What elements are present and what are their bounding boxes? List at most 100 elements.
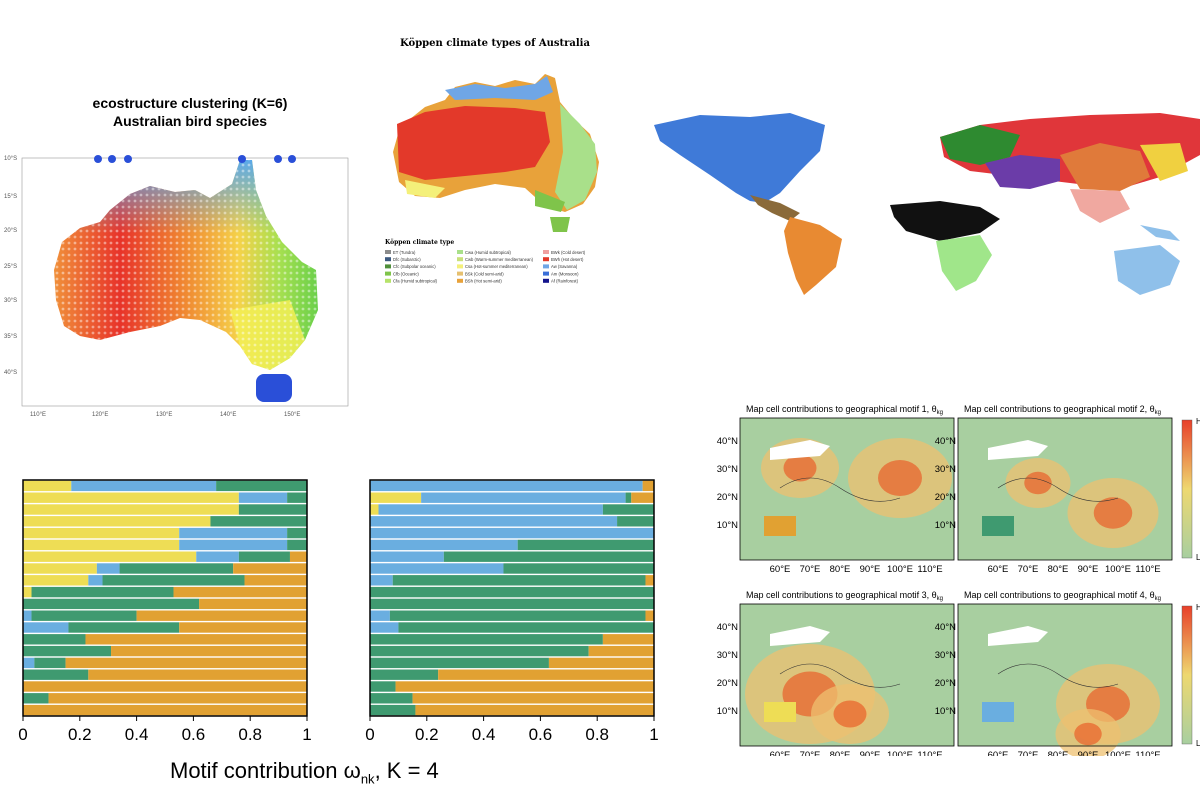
x-tick-label: 0.4 — [125, 725, 149, 744]
lat-tick: 25°S — [4, 264, 17, 270]
lon-tick-label: 70°E — [800, 750, 821, 756]
legend-label: Cfa (Humid subtropical) — [393, 279, 438, 284]
lat-tick: 40°S — [4, 370, 17, 376]
legend-label: BWh (Hot desert) — [551, 257, 584, 262]
bar-segment — [210, 516, 307, 527]
lat-tick-label: 10°N — [935, 520, 956, 531]
bar-segment — [179, 527, 288, 539]
legend-swatch — [385, 264, 391, 269]
bar-segment — [23, 539, 180, 551]
lon-tick-label: 80°E — [1048, 750, 1069, 756]
bar-segment — [370, 693, 413, 704]
lon-tick-label: 60°E — [770, 750, 791, 756]
bar-segment — [370, 492, 422, 503]
x-tick-label: 0.6 — [529, 725, 553, 744]
xlabel-main: Motif contribution ω — [170, 758, 361, 783]
australia-cluster-title: ecostructure clustering (K=6) Australian… — [40, 94, 340, 130]
water-body — [988, 626, 1048, 646]
lat-tick: 10°S — [4, 156, 17, 162]
water-body — [770, 626, 830, 646]
heat-core — [833, 700, 867, 728]
bar-segment — [23, 527, 180, 539]
bar-segment — [216, 480, 307, 492]
legend-swatch — [457, 271, 463, 276]
lat-tick-label: 40°N — [935, 436, 956, 447]
bar-segment — [370, 551, 444, 562]
asia-panel: Map cell contributions to geographical m… — [935, 404, 1200, 575]
lon-tick-label: 60°E — [988, 750, 1009, 756]
legend-swatch — [385, 271, 391, 276]
bar-segment — [395, 681, 654, 692]
lon-tick-label: 70°E — [1018, 750, 1039, 756]
bar-segment — [370, 516, 618, 527]
bar-segment — [23, 657, 35, 669]
bar-segment — [287, 527, 307, 539]
legend-label: Aw (Savanna) — [551, 264, 578, 269]
x-tick-label: 0 — [365, 725, 374, 744]
asia-panel: Map cell contributions to geographical m… — [935, 590, 1200, 756]
lat-ticks: 10°S 15°S 20°S 25°S 30°S 35°S 40°S — [4, 156, 17, 376]
bar-segment — [370, 504, 379, 515]
lon-tick-label: 100°E — [1105, 750, 1131, 756]
border-line — [997, 477, 1119, 502]
bar-segment — [421, 492, 626, 503]
bar-segment — [392, 575, 646, 586]
bar-segment — [238, 504, 307, 515]
lon-tick-label: 110°E — [1135, 564, 1160, 575]
stacked-bar-chart-1: 0 0.2 0.4 0.6 0.8 1 — [18, 479, 312, 744]
legend-swatch — [543, 264, 549, 269]
lon-tick-label: 100°E — [887, 564, 913, 575]
x-tick-label: 1 — [302, 725, 311, 744]
bar-segment — [625, 492, 632, 503]
lat-tick: 15°S — [4, 194, 17, 200]
bar-segment — [412, 693, 654, 704]
lat-tick-label: 30°N — [935, 650, 956, 661]
lat-tick-label: 20°N — [717, 678, 738, 689]
border-line — [779, 663, 901, 688]
bar-segment — [389, 610, 646, 621]
bar-segment — [85, 634, 307, 645]
legend-label: Cfc (Subpolar oceanic) — [393, 264, 436, 269]
lon-tick-label: 60°E — [770, 564, 791, 575]
lon-ticks: 110°E 120°E 130°E 140°E 150°E — [30, 412, 300, 418]
legend-swatch — [385, 257, 391, 262]
bar-segment — [370, 681, 396, 692]
bar-segment — [244, 575, 307, 586]
lon-tick-label: 70°E — [1018, 564, 1039, 575]
bar-segment — [23, 551, 197, 562]
bar-segment — [196, 551, 239, 562]
bar-segment — [88, 669, 307, 680]
lat-tick-label: 40°N — [717, 436, 738, 447]
lat-tick-label: 10°N — [935, 706, 956, 717]
koppen-legend-title: Köppen climate type — [385, 239, 454, 246]
bar-segment — [588, 645, 654, 657]
legend-label: ET (Tundra) — [393, 250, 416, 255]
bar-segment — [370, 704, 416, 716]
bar-segment — [23, 480, 72, 492]
colorbar-high-label: High — [1196, 603, 1200, 612]
bar-segment — [23, 575, 89, 586]
legend-label: Dfc (Subarctic) — [393, 257, 421, 262]
lon-tick-label: 90°E — [1078, 564, 1099, 575]
colorbar-low-label: Low — [1196, 553, 1200, 562]
legend-swatch — [543, 250, 549, 254]
heat-core — [1024, 471, 1052, 495]
panel-frame — [739, 417, 955, 561]
world-cluster-map — [654, 113, 1200, 295]
legend-label: Af (Rainforest) — [551, 279, 579, 284]
legend-swatch — [457, 264, 463, 269]
motif-swatch — [982, 516, 1014, 536]
x-tick-label: 1 — [649, 725, 658, 744]
lat-tick-label: 40°N — [935, 622, 956, 633]
bar-segment — [102, 575, 245, 586]
legend-label: Cwa (Humid subtropical) — [465, 250, 511, 255]
asia-panel: Map cell contributions to geographical m… — [717, 590, 955, 756]
koppen-legend: ET (Tundra) Dfc (Subarctic) Cfc (Subpolar … — [385, 250, 586, 284]
bar-segment — [23, 669, 89, 680]
bar-segment — [111, 645, 307, 657]
bar-segment — [31, 610, 137, 621]
colorbar-high-label: High — [1196, 417, 1200, 426]
bar-segment — [23, 704, 307, 716]
bar-segment — [370, 634, 603, 645]
panel-title: Map cell contributions to geographical m… — [964, 404, 1161, 416]
